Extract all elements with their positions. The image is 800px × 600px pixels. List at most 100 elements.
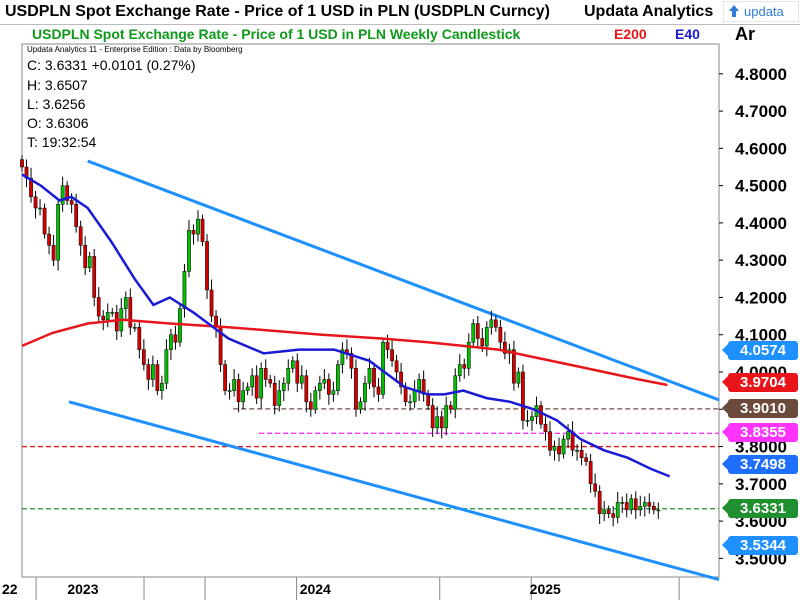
candle-body <box>290 360 295 369</box>
candle <box>281 377 286 402</box>
candle <box>155 360 160 396</box>
axis-unit-label: Ar <box>735 24 756 44</box>
candle <box>78 220 83 256</box>
candle <box>557 437 561 462</box>
candle-body <box>259 368 264 399</box>
candle <box>29 167 33 203</box>
candle-body <box>480 338 485 347</box>
candle-body <box>331 390 336 395</box>
candle <box>191 224 196 245</box>
candle-body <box>29 177 33 198</box>
candle <box>615 492 620 524</box>
chart-title: USDPLN Spot Exchange Rate - Price of 1 U… <box>32 26 521 42</box>
candle-body <box>42 207 47 235</box>
close-readout: C: 3.6331 +0.0101 (0.27%) <box>27 57 196 73</box>
candle-body <box>56 204 60 261</box>
candle-body <box>254 375 259 399</box>
candle-body <box>557 446 561 455</box>
candle-body <box>548 431 552 451</box>
candle <box>42 203 47 239</box>
candle-body <box>597 491 602 514</box>
candle-body <box>372 368 376 388</box>
candle <box>530 410 534 431</box>
candle <box>286 359 291 391</box>
candle <box>295 353 300 393</box>
candle-body <box>399 371 403 388</box>
price-badge: 3.6331 <box>722 498 798 518</box>
candle-body <box>494 319 498 328</box>
candle <box>512 340 516 391</box>
candle-body <box>638 505 643 511</box>
candle <box>466 333 471 376</box>
candle <box>331 381 336 402</box>
candle-body <box>624 502 629 511</box>
candle <box>92 249 97 307</box>
candle-body <box>105 312 110 321</box>
candle <box>647 493 652 514</box>
candle <box>367 357 372 390</box>
candle-body <box>128 297 133 328</box>
candle <box>471 319 476 347</box>
candle <box>651 501 656 515</box>
candle <box>250 368 255 396</box>
candle-body <box>633 498 638 511</box>
price-badge: 3.9704 <box>722 373 798 393</box>
chart-subheader: USDPLN Spot Exchange Rate - Price of 1 U… <box>22 25 719 44</box>
candle-body <box>543 423 548 432</box>
candle <box>263 359 268 387</box>
candle <box>484 321 489 357</box>
candle <box>65 181 69 206</box>
candle <box>187 219 191 278</box>
price-badge: 4.0574 <box>722 340 798 360</box>
low-readout: L: 3.6256 <box>27 96 86 112</box>
candle <box>516 367 521 388</box>
updata-logo-text: updata <box>744 4 785 19</box>
candle-body <box>236 379 241 403</box>
candle-body <box>69 200 74 205</box>
candle <box>132 322 137 332</box>
candle <box>489 310 494 335</box>
candle-body <box>268 379 273 384</box>
candle-body <box>656 509 661 512</box>
y-tick-labels: 4.8000 4.7000 4.6000 4.5000 4.4000 4.3000 4.20… <box>719 65 787 568</box>
candle <box>169 328 173 361</box>
candle-body <box>209 289 214 317</box>
candle-body <box>20 159 24 168</box>
candle-body <box>232 379 236 391</box>
channel-line <box>68 400 720 582</box>
candle <box>494 315 498 332</box>
moving-averages <box>21 173 671 478</box>
candle <box>462 358 467 379</box>
candle <box>399 363 403 395</box>
candle-body <box>579 450 584 458</box>
candle <box>584 453 588 466</box>
candle <box>101 310 106 331</box>
candle <box>20 155 24 172</box>
candle-body <box>327 379 331 395</box>
candle-body <box>272 382 277 406</box>
candle-body <box>205 241 209 291</box>
candle-body <box>417 379 421 391</box>
candle <box>588 454 593 493</box>
candle <box>548 421 552 457</box>
candle-body <box>394 360 399 373</box>
candle <box>349 347 354 379</box>
y-tick-label: 3.8000 <box>735 438 787 457</box>
price-badge: 3.5344 <box>722 535 798 555</box>
candle <box>498 319 503 352</box>
candle-body <box>308 401 313 410</box>
candle-body <box>151 364 155 380</box>
candle <box>308 392 313 417</box>
candle <box>521 364 525 430</box>
candle <box>123 291 128 320</box>
candle-body <box>462 364 467 369</box>
candle-body <box>141 349 146 365</box>
candles <box>20 155 661 527</box>
y-tick-label: 4.2000 <box>735 288 787 307</box>
candle <box>372 362 376 398</box>
candle <box>196 210 200 242</box>
candle <box>597 485 602 525</box>
x-tick-label: 2024 <box>299 581 331 597</box>
candle-body <box>471 323 476 343</box>
candle-body <box>38 207 42 210</box>
